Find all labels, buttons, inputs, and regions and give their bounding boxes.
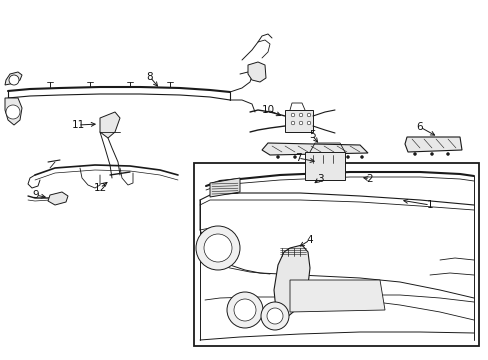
Text: 3: 3: [316, 174, 323, 184]
Circle shape: [291, 121, 294, 125]
Circle shape: [299, 113, 302, 117]
Text: 8: 8: [146, 72, 153, 82]
Polygon shape: [5, 72, 22, 85]
Circle shape: [226, 292, 263, 328]
Circle shape: [446, 153, 448, 156]
Circle shape: [276, 156, 279, 158]
Text: 4: 4: [306, 235, 313, 245]
Circle shape: [293, 156, 296, 158]
Circle shape: [299, 121, 302, 125]
Circle shape: [346, 156, 349, 158]
Circle shape: [306, 113, 310, 117]
Circle shape: [266, 308, 283, 324]
Text: 2: 2: [366, 174, 372, 184]
Polygon shape: [5, 98, 22, 125]
Bar: [285, 110, 312, 132]
Text: 10: 10: [261, 105, 274, 115]
Text: 7: 7: [294, 153, 301, 163]
Polygon shape: [48, 192, 68, 205]
Text: 1: 1: [426, 200, 432, 210]
Polygon shape: [262, 143, 367, 155]
Circle shape: [203, 234, 231, 262]
Circle shape: [360, 156, 363, 158]
Circle shape: [328, 156, 331, 158]
Circle shape: [234, 299, 256, 321]
Polygon shape: [247, 62, 265, 82]
Text: 5: 5: [308, 130, 315, 140]
Circle shape: [196, 226, 240, 270]
Bar: [305, 152, 345, 180]
Polygon shape: [404, 137, 461, 152]
Circle shape: [9, 75, 19, 85]
Bar: [194, 163, 478, 346]
Circle shape: [306, 121, 310, 125]
Circle shape: [413, 153, 416, 156]
Polygon shape: [100, 112, 120, 138]
Circle shape: [310, 156, 313, 158]
Text: 6: 6: [416, 122, 423, 132]
Text: 11: 11: [71, 120, 84, 130]
Polygon shape: [289, 280, 384, 312]
Polygon shape: [273, 245, 309, 318]
Text: 12: 12: [93, 183, 106, 193]
Circle shape: [6, 105, 20, 119]
Circle shape: [429, 153, 433, 156]
Circle shape: [291, 113, 294, 117]
Text: 9: 9: [33, 190, 39, 200]
Polygon shape: [209, 178, 240, 197]
Circle shape: [261, 302, 288, 330]
